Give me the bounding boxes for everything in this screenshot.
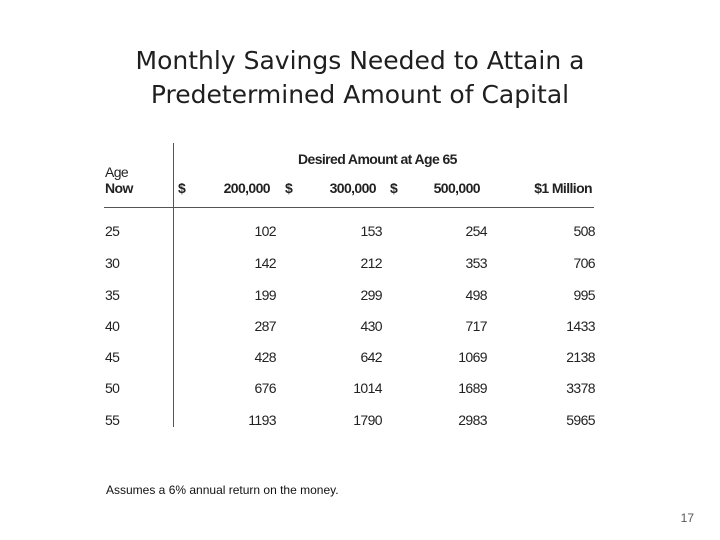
- value-cell: 199: [254, 287, 276, 303]
- value-cell: 153: [360, 223, 382, 239]
- age-header-line-2: Now: [105, 180, 133, 196]
- col-1-dollar-sign: $: [178, 180, 186, 196]
- value-cell: 717: [465, 318, 487, 334]
- col-3-dollar-sign: $: [390, 180, 398, 196]
- value-cell: 706: [573, 255, 595, 271]
- age-header-line-1: Age: [105, 164, 129, 180]
- value-cell: 1790: [353, 412, 382, 428]
- col-2-dollar-sign: $: [285, 180, 293, 196]
- value-cell: 1689: [458, 380, 487, 396]
- value-cell: 212: [360, 255, 382, 271]
- age-cell: 40: [105, 318, 120, 334]
- value-cell: 1069: [458, 349, 487, 365]
- col-header-200000: 200,000: [223, 180, 271, 196]
- value-cell: 254: [465, 223, 487, 239]
- table-vertical-divider: [173, 143, 174, 427]
- value-cell: 353: [465, 255, 487, 271]
- value-cell: 995: [573, 287, 595, 303]
- footnote: Assumes a 6% annual return on the money.: [106, 483, 339, 497]
- value-cell: 142: [254, 255, 276, 271]
- col-header-1-million: $1 Million: [534, 180, 592, 196]
- desired-amount-header: Desired Amount at Age 65: [298, 151, 457, 167]
- title-line-1: Monthly Savings Needed to Attain a: [135, 46, 585, 75]
- page-number: 17: [680, 511, 694, 525]
- age-cell: 35: [105, 287, 120, 303]
- value-cell: 642: [360, 349, 382, 365]
- age-cell: 30: [105, 255, 120, 271]
- value-cell: 430: [360, 318, 382, 334]
- age-cell: 55: [105, 412, 120, 428]
- value-cell: 287: [254, 318, 276, 334]
- value-cell: 1433: [566, 318, 595, 334]
- value-cell: 102: [254, 223, 276, 239]
- value-cell: 676: [254, 380, 276, 396]
- slide-title: Monthly Savings Needed to Attain a Prede…: [0, 44, 720, 112]
- col-header-300000: 300,000: [329, 180, 377, 196]
- age-cell: 25: [105, 223, 120, 239]
- value-cell: 5965: [566, 412, 595, 428]
- col-header-500000: 500,000: [433, 180, 481, 196]
- value-cell: 1014: [353, 380, 382, 396]
- value-cell: 299: [360, 287, 382, 303]
- table-header-divider: [104, 207, 594, 208]
- value-cell: 3378: [566, 380, 595, 396]
- value-cell: 1193: [248, 412, 276, 428]
- value-cell: 508: [573, 223, 595, 239]
- value-cell: 498: [465, 287, 487, 303]
- age-cell: 50: [105, 380, 120, 396]
- value-cell: 428: [254, 349, 276, 365]
- age-cell: 45: [105, 349, 120, 365]
- value-cell: 2138: [566, 349, 595, 365]
- value-cell: 2983: [458, 412, 487, 428]
- title-line-2: Predetermined Amount of Capital: [150, 80, 570, 109]
